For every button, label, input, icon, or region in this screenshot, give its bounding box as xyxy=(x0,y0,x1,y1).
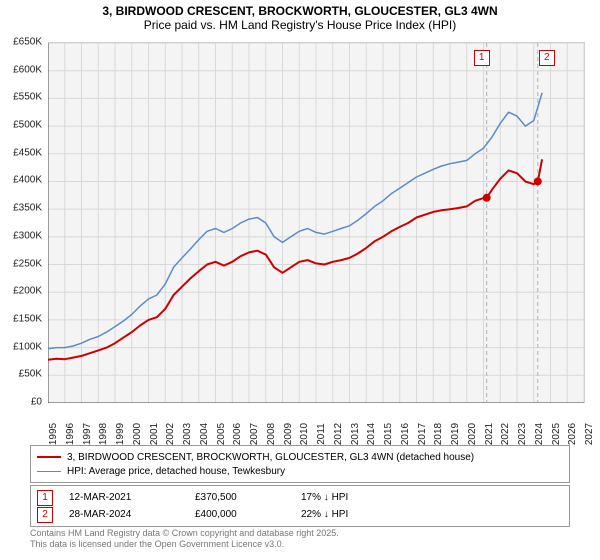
x-tick-label: 1996 xyxy=(65,423,76,445)
x-tick-label: 2004 xyxy=(199,423,210,445)
y-tick-label: £200K xyxy=(13,286,42,297)
x-tick-label: 2001 xyxy=(149,423,160,445)
y-axis-labels: £0£50K£100K£150K£200K£250K£300K£350K£400… xyxy=(0,42,44,402)
x-tick-label: 2009 xyxy=(283,423,294,445)
sale-price-2: £400,000 xyxy=(195,509,285,520)
sales-table: 1 12-MAR-2021 £370,500 17% ↓ HPI 2 28-MA… xyxy=(30,485,570,527)
x-tick-label: 2021 xyxy=(484,423,495,445)
chart-svg xyxy=(48,43,584,403)
x-tick-label: 2007 xyxy=(249,423,260,445)
x-tick-label: 2000 xyxy=(132,423,143,445)
y-tick-label: £0 xyxy=(31,397,42,408)
x-tick-label: 2019 xyxy=(450,423,461,445)
y-tick-label: £650K xyxy=(13,37,42,48)
footer-line-2: This data is licensed under the Open Gov… xyxy=(30,539,570,550)
title-block: 3, BIRDWOOD CRESCENT, BROCKWORTH, GLOUCE… xyxy=(0,0,600,33)
legend-row-2: HPI: Average price, detached house, Tewk… xyxy=(37,464,563,478)
sale-marker-1-icon: 1 xyxy=(37,490,53,506)
legend-label-2: HPI: Average price, detached house, Tewk… xyxy=(67,466,285,477)
x-tick-label: 2017 xyxy=(417,423,428,445)
sale-pct-2: 22% ↓ HPI xyxy=(301,509,401,520)
x-tick-label: 2018 xyxy=(433,423,444,445)
title-line-1: 3, BIRDWOOD CRESCENT, BROCKWORTH, GLOUCE… xyxy=(0,4,600,18)
x-tick-label: 2024 xyxy=(534,423,545,445)
x-tick-label: 2015 xyxy=(383,423,394,445)
x-tick-label: 2020 xyxy=(467,423,478,445)
y-tick-label: £600K xyxy=(13,64,42,75)
sale-marker-2-icon: 2 xyxy=(37,507,53,523)
x-axis-labels: 1995 1996 1997 1998 1999 2000 2001 2002 2003 2004… xyxy=(48,406,584,442)
legend-row-1: 3, BIRDWOOD CRESCENT, BROCKWORTH, GLOUCE… xyxy=(37,450,563,464)
x-tick-label: 1998 xyxy=(98,423,109,445)
x-tick-label: 2003 xyxy=(182,423,193,445)
footer-line-1: Contains HM Land Registry data © Crown c… xyxy=(30,528,570,539)
x-tick-label: 2027 xyxy=(584,423,595,445)
x-tick-label: 2008 xyxy=(266,423,277,445)
x-tick-label: 2011 xyxy=(316,423,327,445)
footer-attribution: Contains HM Land Registry data © Crown c… xyxy=(30,528,570,551)
sale-pct-1: 17% ↓ HPI xyxy=(301,492,401,503)
x-tick-label: 2026 xyxy=(567,423,578,445)
title-line-2: Price paid vs. HM Land Registry's House … xyxy=(0,18,600,32)
y-tick-label: £550K xyxy=(13,92,42,103)
x-tick-label: 2005 xyxy=(216,423,227,445)
legend-label-1: 3, BIRDWOOD CRESCENT, BROCKWORTH, GLOUCE… xyxy=(67,452,474,463)
x-tick-label: 2013 xyxy=(350,423,361,445)
sale-price-1: £370,500 xyxy=(195,492,285,503)
sale-date-2: 28-MAR-2024 xyxy=(69,509,179,520)
x-tick-label: 2016 xyxy=(400,423,411,445)
x-tick-label: 2025 xyxy=(551,423,562,445)
x-tick-label: 2022 xyxy=(500,423,511,445)
sales-row-2: 2 28-MAR-2024 £400,000 22% ↓ HPI xyxy=(37,506,563,523)
x-tick-label: 2006 xyxy=(232,423,243,445)
sale-date-1: 12-MAR-2021 xyxy=(69,492,179,503)
plot-area: 12 xyxy=(48,42,585,403)
x-tick-label: 2012 xyxy=(333,423,344,445)
y-tick-label: £50K xyxy=(19,369,42,380)
legend-swatch-2 xyxy=(37,471,61,472)
x-tick-label: 1999 xyxy=(115,423,126,445)
x-tick-label: 1995 xyxy=(48,423,59,445)
sales-row-1: 1 12-MAR-2021 £370,500 17% ↓ HPI xyxy=(37,489,563,506)
legend-swatch-1 xyxy=(37,456,61,458)
sale-marker-1-flag: 1 xyxy=(474,50,490,66)
x-tick-label: 2014 xyxy=(366,423,377,445)
x-tick-label: 2002 xyxy=(165,423,176,445)
y-tick-label: £400K xyxy=(13,175,42,186)
sale-marker-2-flag: 2 xyxy=(539,50,555,66)
y-tick-label: £450K xyxy=(13,147,42,158)
chart-container: 3, BIRDWOOD CRESCENT, BROCKWORTH, GLOUCE… xyxy=(0,0,600,560)
y-tick-label: £500K xyxy=(13,120,42,131)
y-tick-label: £150K xyxy=(13,313,42,324)
y-tick-label: £100K xyxy=(13,341,42,352)
y-tick-label: £300K xyxy=(13,230,42,241)
x-tick-label: 2010 xyxy=(299,423,310,445)
y-tick-label: £250K xyxy=(13,258,42,269)
y-tick-label: £350K xyxy=(13,203,42,214)
x-tick-label: 1997 xyxy=(82,423,93,445)
x-tick-label: 2023 xyxy=(517,423,528,445)
legend-box: 3, BIRDWOOD CRESCENT, BROCKWORTH, GLOUCE… xyxy=(30,445,570,483)
